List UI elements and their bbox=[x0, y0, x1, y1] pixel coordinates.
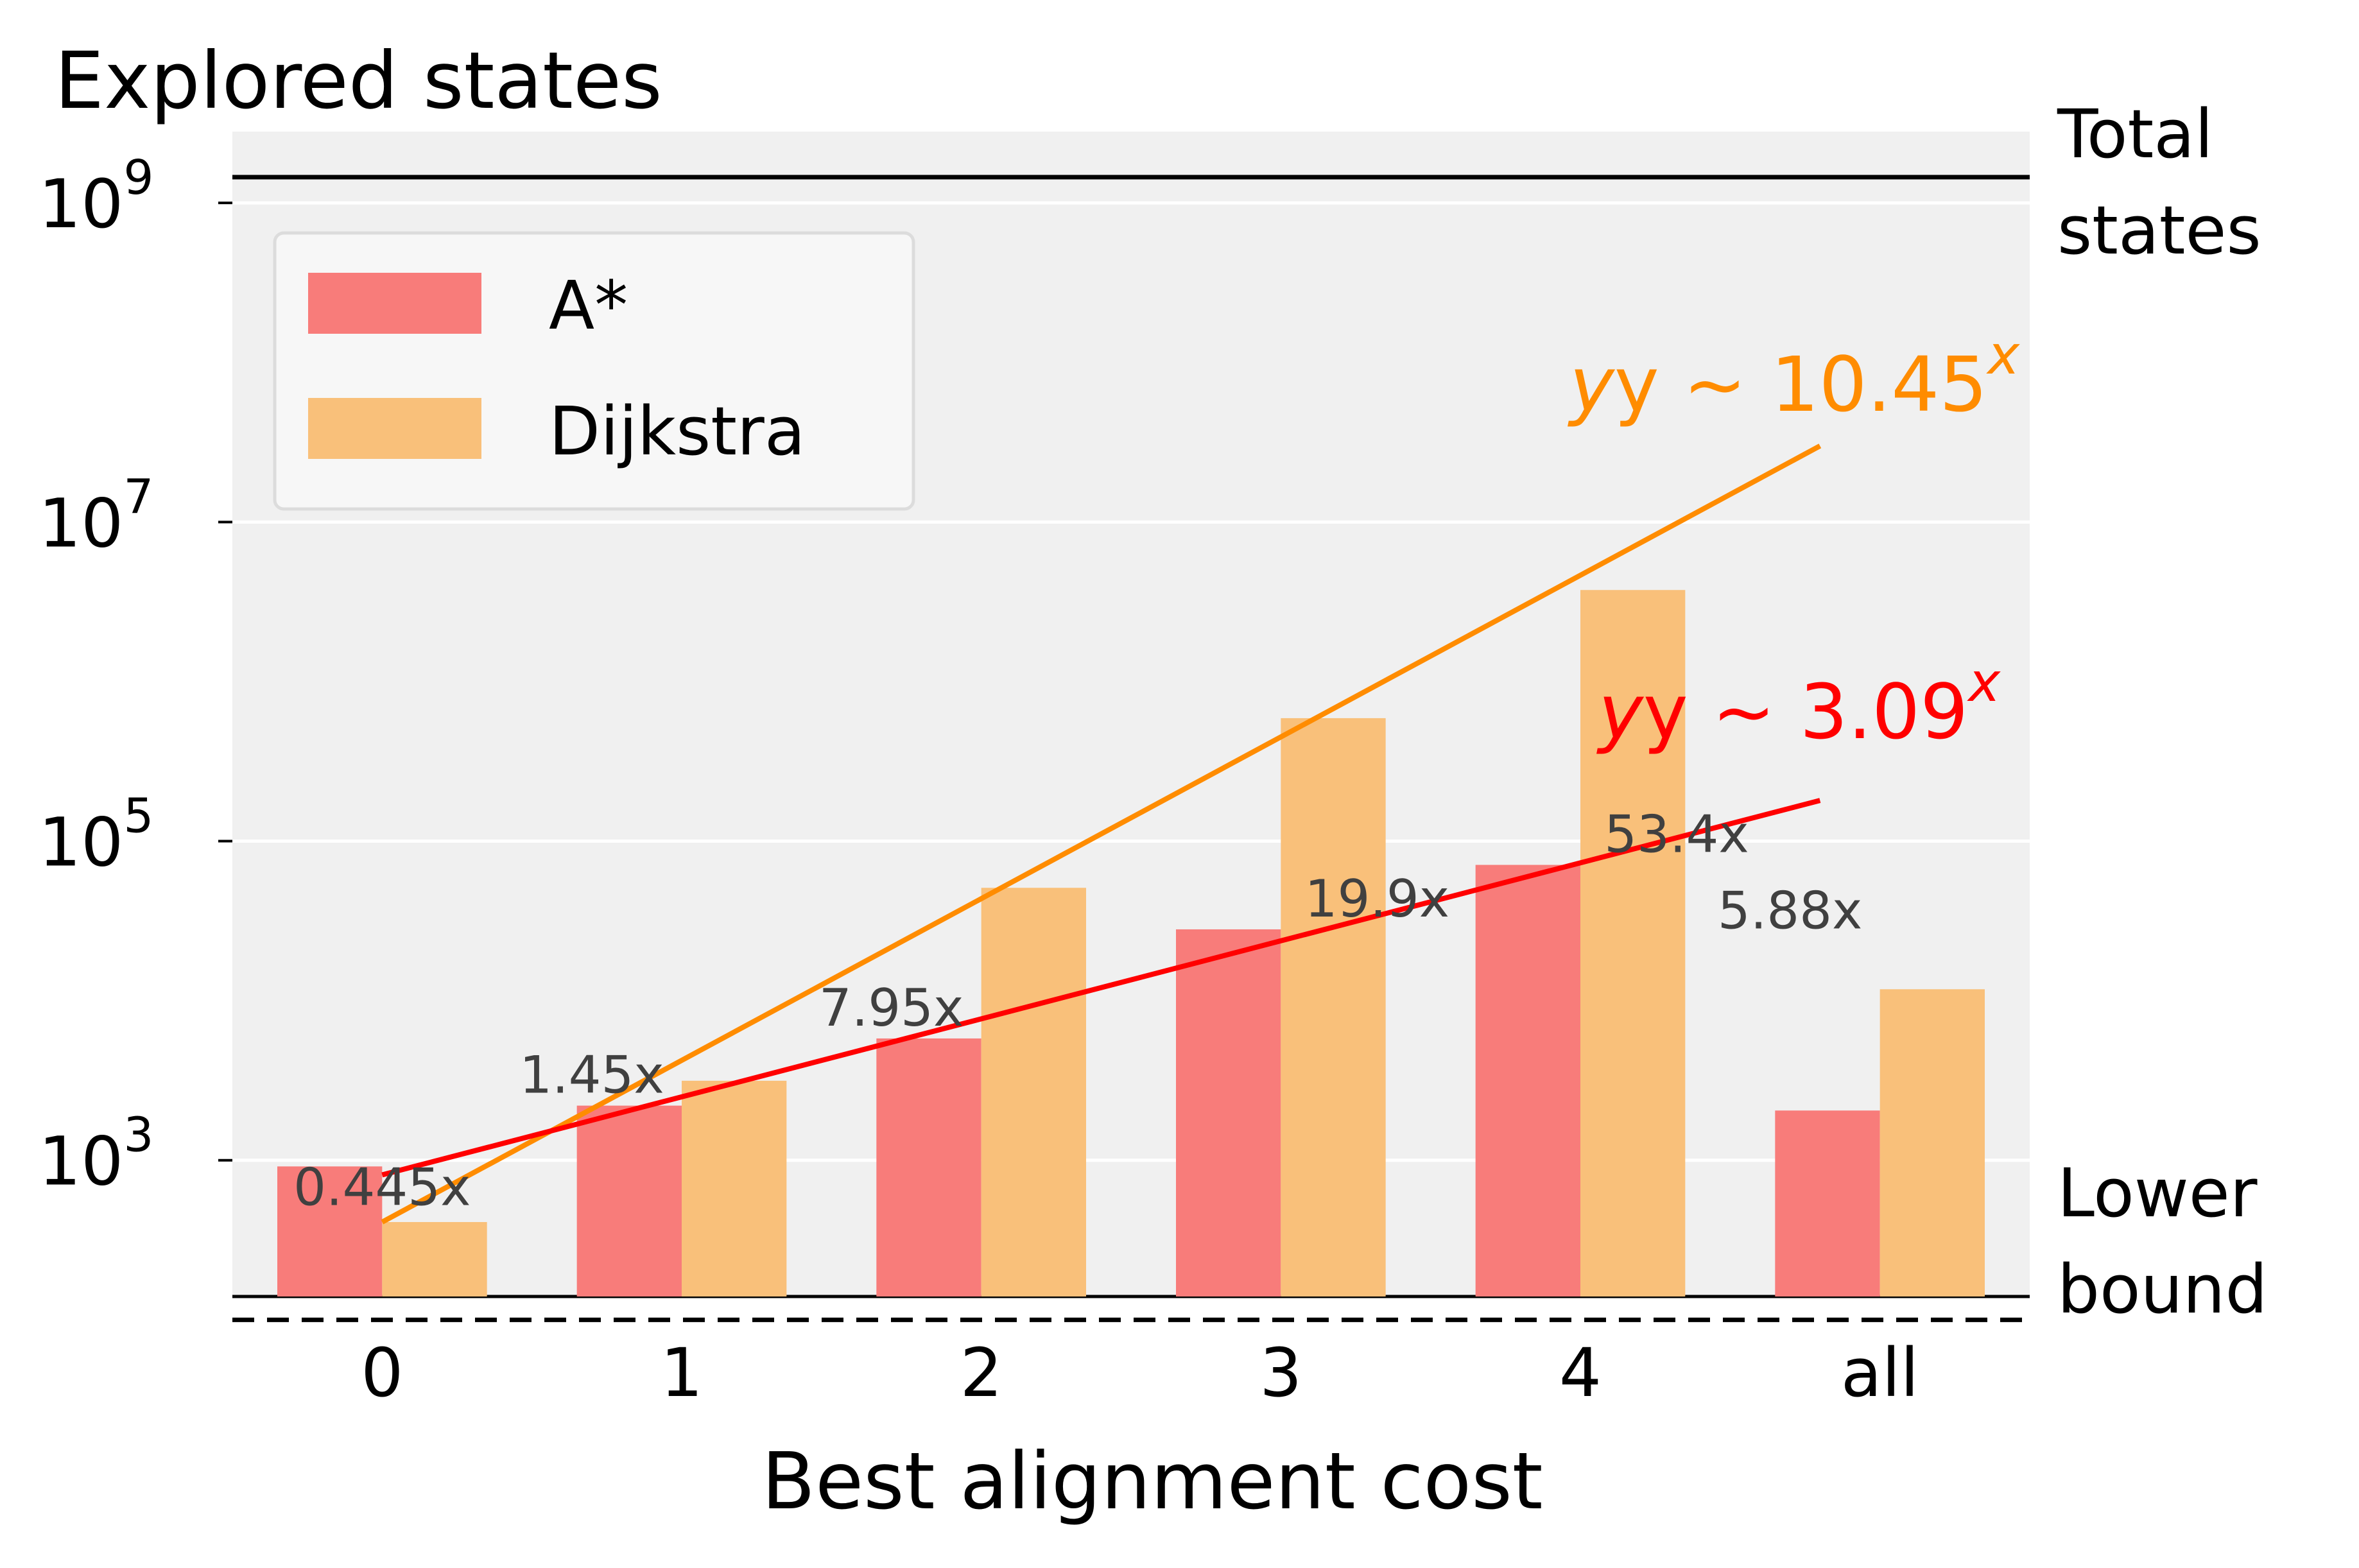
legend: A* Dijkstra bbox=[273, 231, 915, 511]
ratio-label: 53.4x bbox=[1604, 805, 1749, 865]
chart-title: Explored states bbox=[55, 35, 662, 126]
legend-label-astar: A* bbox=[549, 266, 628, 345]
x-tick-label: all bbox=[1841, 1334, 1919, 1412]
total-states-label-line2: states bbox=[2057, 191, 2261, 270]
y-tick-label: 109 bbox=[39, 150, 153, 243]
lower-bound-label-line1: Lower bbox=[2057, 1154, 2258, 1232]
ratio-label: 5.88x bbox=[1718, 881, 1862, 940]
bar-astar-2 bbox=[876, 1038, 981, 1297]
bar-dijkstra-2 bbox=[981, 888, 1086, 1297]
legend-label-dijkstra: Dijkstra bbox=[549, 392, 806, 470]
reference-lines bbox=[232, 175, 2030, 1322]
ratio-label: 1.45x bbox=[519, 1046, 664, 1105]
x-tick-label: 4 bbox=[1559, 1334, 1602, 1412]
total-states-label-line1: Total bbox=[2057, 95, 2213, 173]
bar-astar-3 bbox=[1176, 929, 1281, 1297]
bar-dijkstra-1 bbox=[682, 1080, 787, 1297]
bar-astar-4 bbox=[1475, 865, 1580, 1297]
x-tick-label: 0 bbox=[361, 1334, 403, 1412]
x-tick-label: 3 bbox=[1259, 1334, 1302, 1412]
bar-astar-all bbox=[1775, 1110, 1880, 1297]
ratio-label: 0.445x bbox=[293, 1157, 471, 1217]
bars bbox=[277, 590, 1985, 1297]
y-tick-label: 105 bbox=[39, 789, 153, 882]
total-states-label: Total states bbox=[2057, 95, 2261, 270]
legend-swatch-astar bbox=[308, 273, 481, 334]
bar-astar-1 bbox=[576, 1105, 682, 1297]
bar-dijkstra-0 bbox=[382, 1221, 487, 1297]
legend-swatch-dijkstra bbox=[308, 398, 481, 459]
x-tick-label: 1 bbox=[661, 1334, 703, 1412]
fit-lines bbox=[381, 444, 1822, 1225]
dijkstra-fit-label-exponent: x bbox=[1985, 323, 2020, 386]
astar-fit-label: yy ~ 3.09x bbox=[1596, 651, 2001, 756]
lower-bound-label: Lower bound bbox=[2057, 1154, 2268, 1329]
x-axis-label: Best alignment cost bbox=[761, 1436, 1542, 1527]
dijkstra-fit-label: yy ~ 10.45x bbox=[1568, 323, 2020, 429]
lower-bound-label-line2: bound bbox=[2057, 1250, 2268, 1329]
dijkstra-fit-line bbox=[381, 444, 1822, 1225]
ratio-label: 19.9x bbox=[1305, 869, 1449, 929]
y-tick-label: 107 bbox=[39, 469, 153, 562]
astar-fit-label-exponent: x bbox=[1966, 651, 2001, 714]
y-tick-label: 103 bbox=[39, 1108, 153, 1201]
astar-fit-line bbox=[381, 798, 1821, 1178]
ratio-labels: 0.445x 1.45x 7.95x 19.9x 53.4x 5.88x bbox=[293, 805, 1862, 1218]
ratio-label: 7.95x bbox=[819, 978, 963, 1038]
bar-dijkstra-3 bbox=[1281, 718, 1386, 1297]
grid-lines bbox=[232, 201, 2030, 1162]
bar-astar-0 bbox=[277, 1166, 383, 1297]
bar-dijkstra-4 bbox=[1580, 590, 1686, 1297]
x-tick-label: 2 bbox=[960, 1334, 1003, 1412]
axis-ticks: 103 105 107 109 0 1 2 3 4 all bbox=[39, 150, 1919, 1412]
bar-dijkstra-all bbox=[1879, 989, 1985, 1297]
